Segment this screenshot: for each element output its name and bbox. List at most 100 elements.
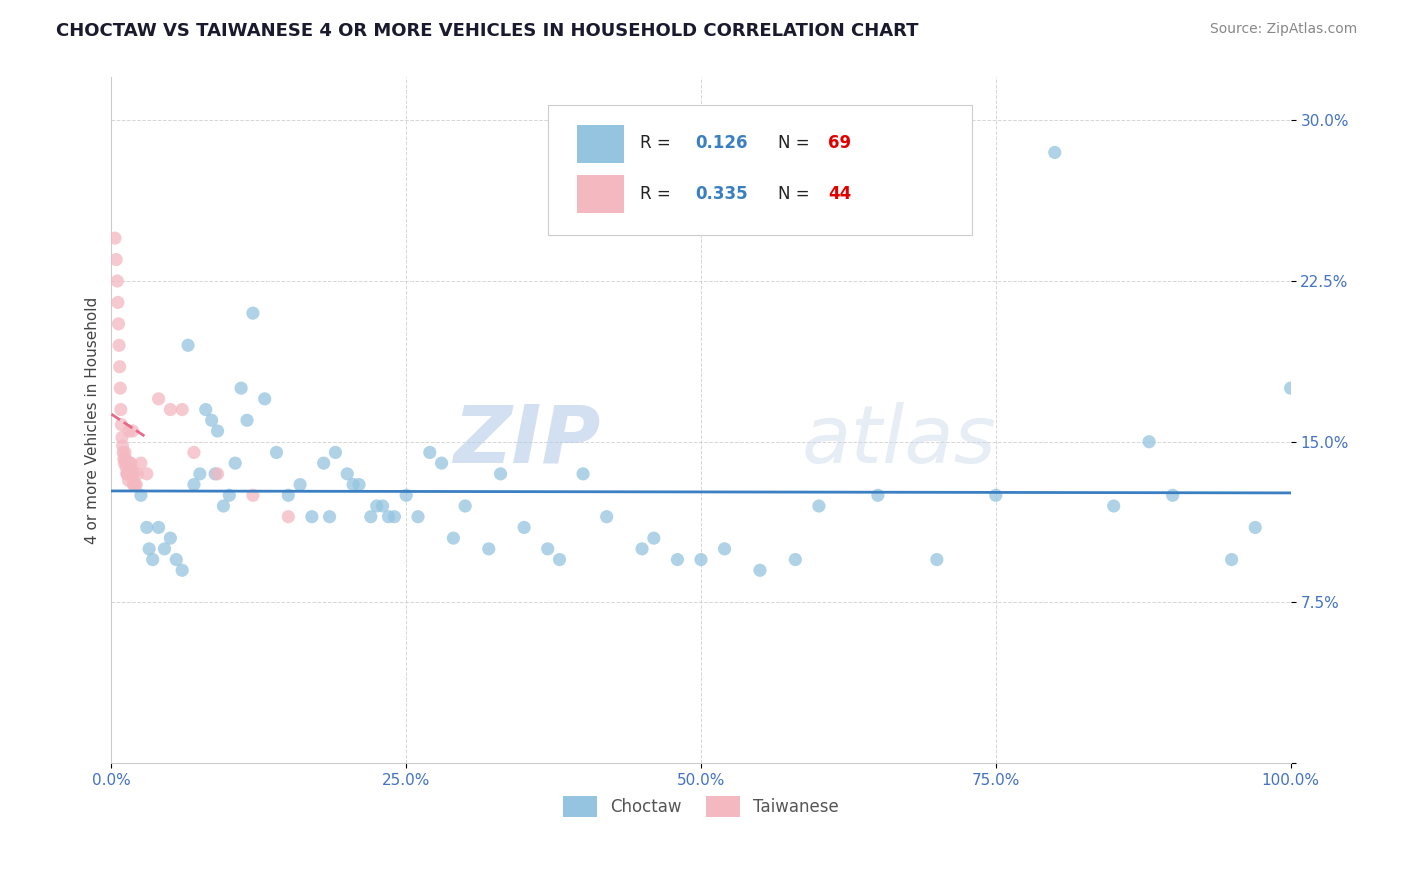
Point	[159, 402, 181, 417]
Point	[107, 295, 129, 310]
Point	[165, 552, 187, 566]
Point	[112, 451, 135, 466]
FancyBboxPatch shape	[578, 126, 624, 163]
Point	[110, 381, 132, 395]
Point	[204, 467, 226, 481]
Point	[111, 439, 134, 453]
Point	[177, 338, 200, 352]
Point	[229, 381, 252, 395]
Point	[288, 477, 311, 491]
Point	[713, 541, 735, 556]
Text: atlas: atlas	[801, 402, 995, 480]
Point	[207, 467, 229, 481]
Point	[785, 552, 807, 566]
Point	[1137, 434, 1160, 449]
Point	[441, 531, 464, 545]
Point	[124, 477, 146, 491]
Point	[301, 509, 323, 524]
Point	[513, 520, 536, 534]
Point	[120, 467, 142, 481]
Point	[201, 413, 224, 427]
FancyBboxPatch shape	[548, 105, 972, 235]
Point	[129, 456, 152, 470]
Point	[866, 488, 889, 502]
Point	[371, 499, 394, 513]
Point	[120, 460, 142, 475]
Point	[377, 509, 399, 524]
Point	[121, 467, 143, 481]
Point	[548, 552, 571, 566]
Point	[1043, 145, 1066, 160]
Point	[114, 445, 136, 459]
Text: 0.126: 0.126	[695, 134, 748, 152]
Point	[111, 430, 134, 444]
Point	[159, 531, 181, 545]
Point	[127, 467, 149, 481]
Point	[572, 467, 595, 481]
Point	[406, 509, 429, 524]
Point	[395, 488, 418, 502]
Point	[110, 402, 132, 417]
Point	[430, 456, 453, 470]
Point	[347, 477, 370, 491]
Point	[104, 231, 127, 245]
Point	[690, 552, 713, 566]
Text: N =: N =	[778, 134, 814, 152]
Point	[236, 413, 259, 427]
Point	[312, 456, 335, 470]
Point	[115, 460, 138, 475]
Point	[336, 467, 359, 481]
Point	[107, 317, 129, 331]
Point	[595, 509, 617, 524]
Point	[218, 488, 240, 502]
Point	[1220, 552, 1243, 566]
Point	[118, 456, 141, 470]
FancyBboxPatch shape	[578, 176, 624, 213]
Point	[188, 467, 211, 481]
Point	[925, 552, 948, 566]
Point	[342, 477, 364, 491]
Point	[212, 499, 235, 513]
Point	[207, 424, 229, 438]
Text: N =: N =	[778, 185, 814, 203]
Point	[108, 338, 131, 352]
Point	[129, 488, 152, 502]
Point	[366, 499, 388, 513]
Point	[242, 488, 264, 502]
Point	[172, 402, 194, 417]
Point	[114, 451, 136, 466]
Point	[117, 467, 139, 481]
Point	[419, 445, 441, 459]
Point	[242, 306, 264, 320]
Point	[122, 467, 145, 481]
Point	[631, 541, 654, 556]
Text: R =: R =	[640, 134, 676, 152]
Point	[194, 402, 217, 417]
Point	[478, 541, 501, 556]
Text: ZIP: ZIP	[453, 402, 600, 480]
Point	[105, 252, 128, 267]
Point	[118, 424, 141, 438]
Point	[138, 541, 160, 556]
Point	[115, 467, 138, 481]
Point	[183, 477, 205, 491]
Point	[112, 456, 135, 470]
Point	[183, 445, 205, 459]
Y-axis label: 4 or more Vehicles in Household: 4 or more Vehicles in Household	[86, 297, 100, 544]
Point	[984, 488, 1007, 502]
Point	[124, 477, 146, 491]
Point	[135, 467, 157, 481]
Point	[1244, 520, 1267, 534]
Point	[120, 456, 142, 470]
Point	[224, 456, 246, 470]
Point	[108, 359, 131, 374]
Text: R =: R =	[640, 185, 676, 203]
Point	[148, 520, 170, 534]
Point	[117, 467, 139, 481]
Point	[153, 541, 176, 556]
Point	[1161, 488, 1184, 502]
Point	[318, 509, 340, 524]
Point	[537, 541, 560, 556]
Point	[277, 488, 299, 502]
Point	[325, 445, 347, 459]
